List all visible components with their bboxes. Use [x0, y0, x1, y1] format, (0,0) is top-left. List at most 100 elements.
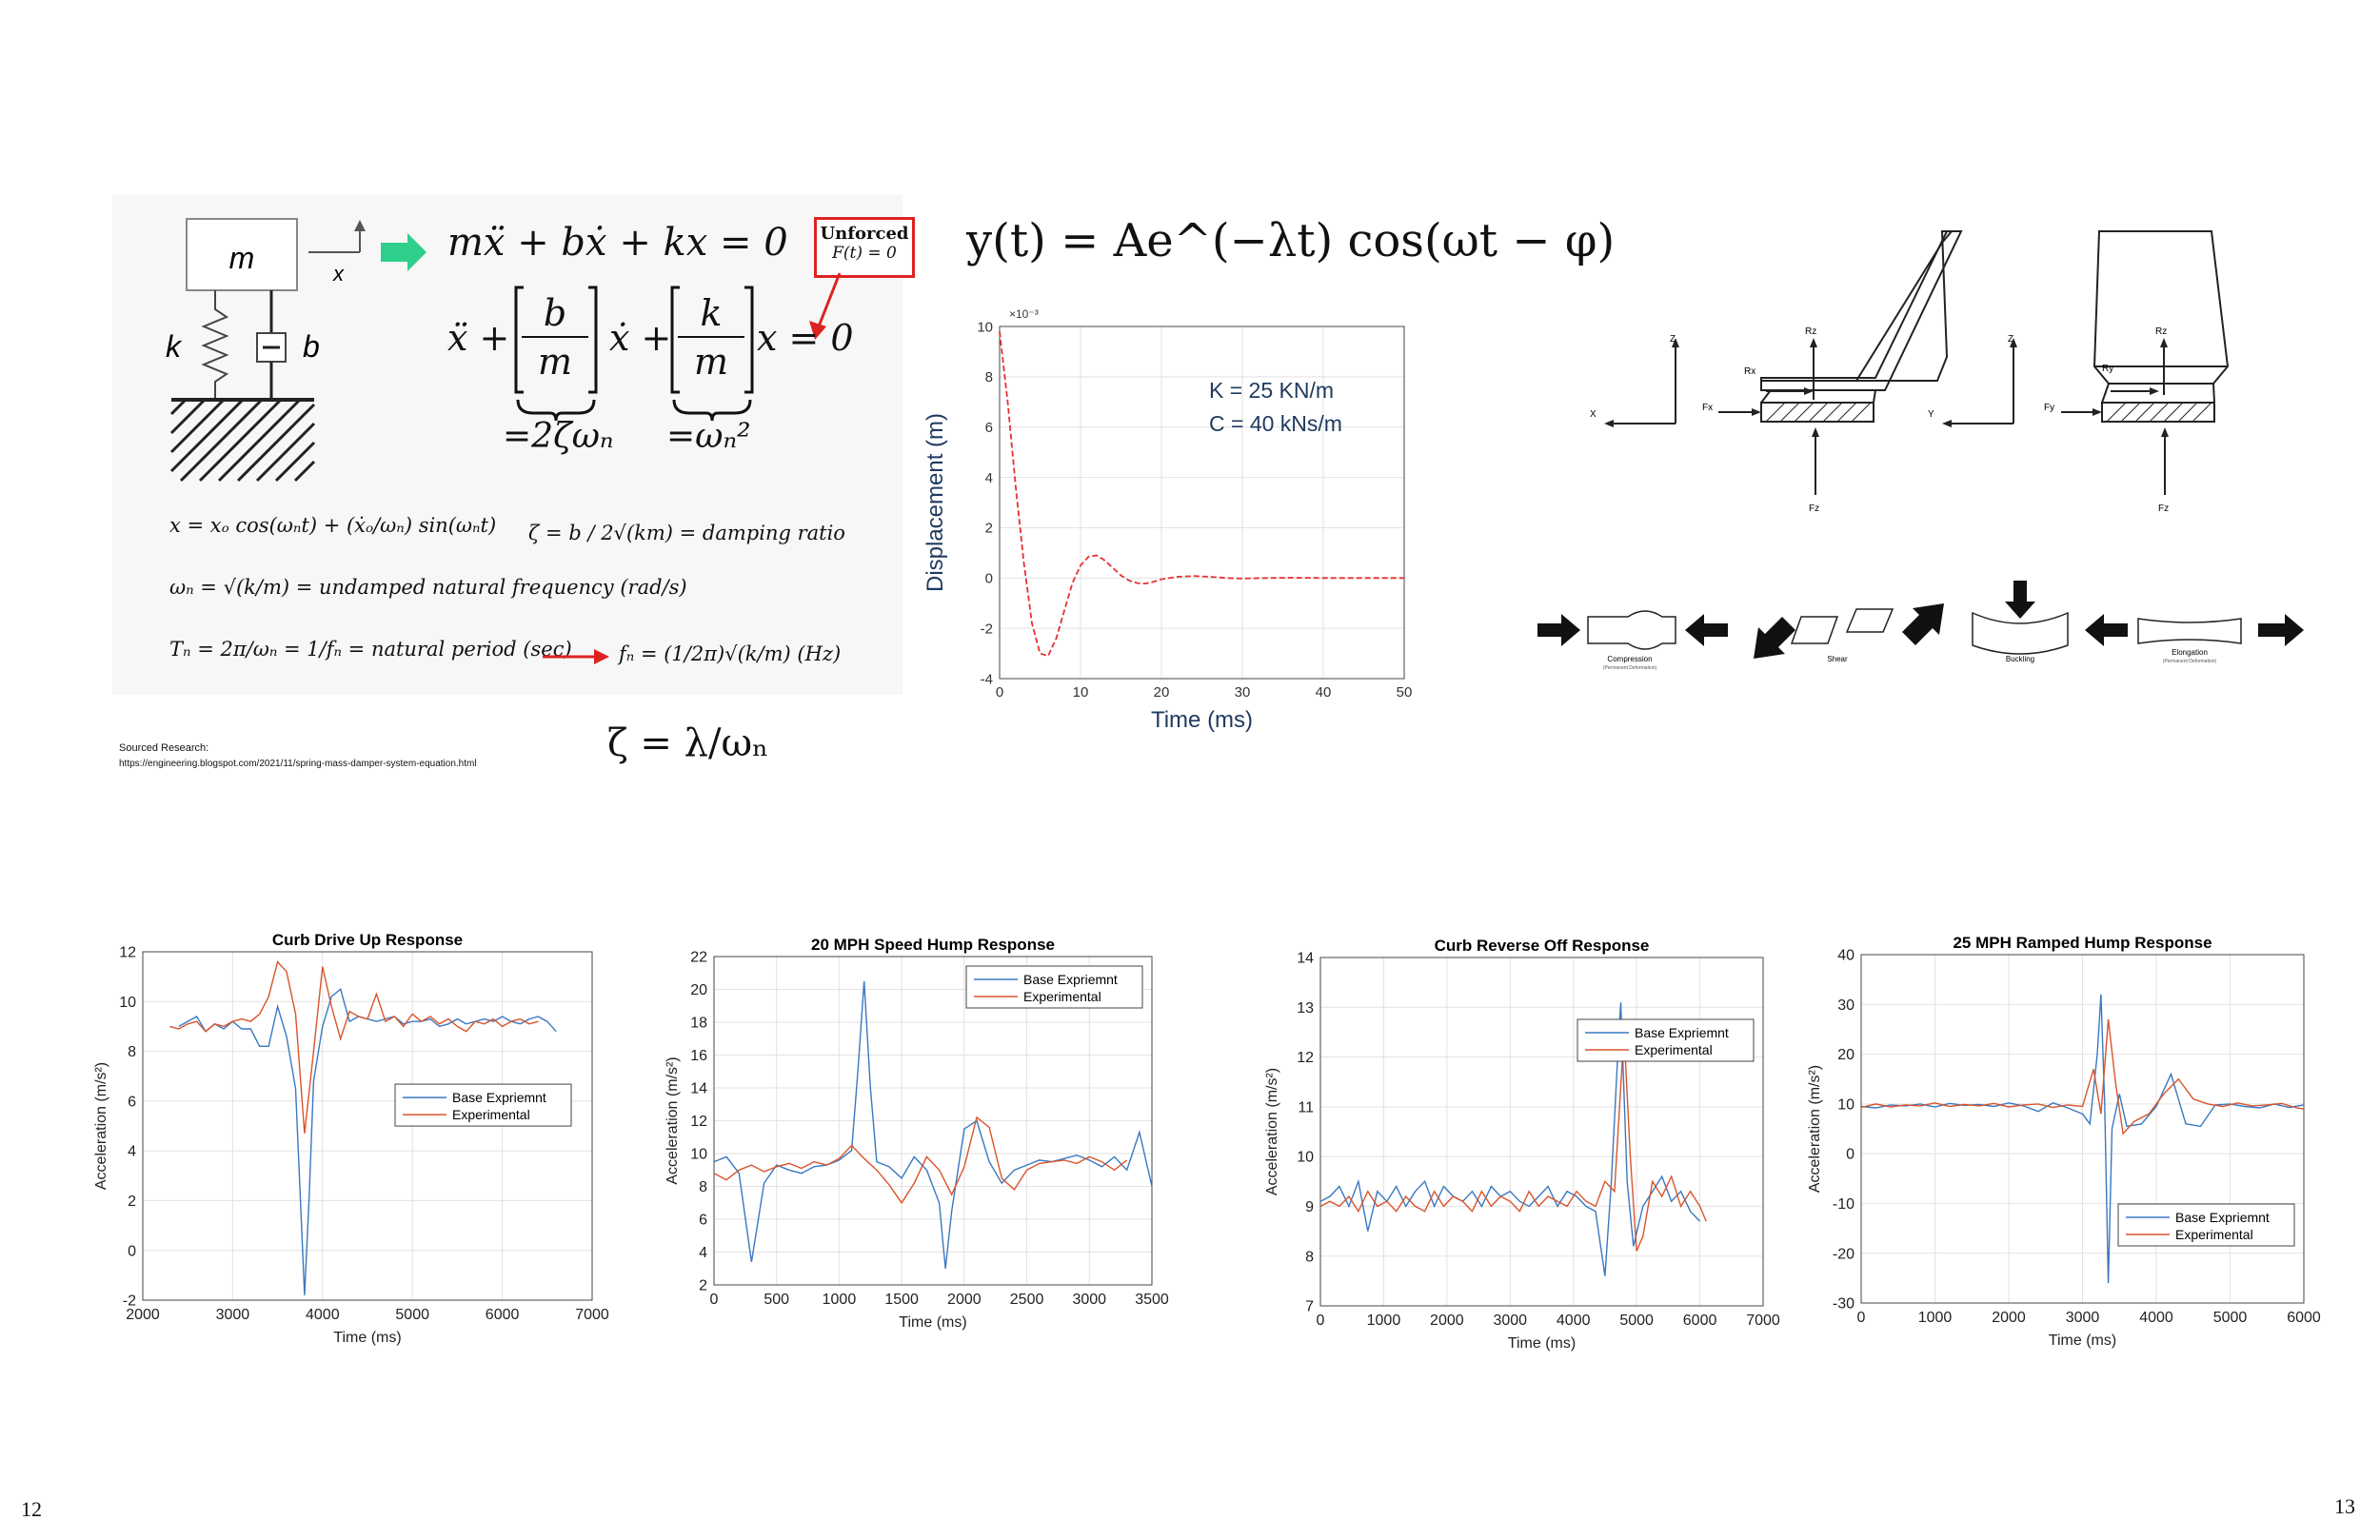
elongation-arrow-right-icon — [2258, 614, 2304, 646]
x-tick-label: 0 — [996, 684, 1003, 701]
seat-base-hatched-2 — [2101, 402, 2215, 423]
compression-sub-label: (Permanent Deformation) — [1603, 665, 1657, 671]
series-line-2 — [1860, 1018, 2305, 1135]
spring-icon — [201, 290, 229, 400]
chart-title: 25 MPH Ramped Hump Response — [1953, 934, 2211, 952]
x-label: x — [332, 262, 345, 286]
x-tick-label: 50 — [1397, 684, 1413, 701]
axis-z-label-2: Z — [2008, 334, 2013, 345]
x-tick-label: 30 — [1235, 684, 1251, 701]
x-tick-label: 3500 — [1135, 1292, 1169, 1308]
y-tick-label: 10 — [977, 319, 993, 335]
y-tick-label: -2 — [981, 621, 993, 637]
unforced-sub: F(t) = 0 — [832, 244, 897, 263]
legend-label-1: Base Expriemnt — [1635, 1025, 1729, 1040]
annotation-1: K = 25 KN/m — [1209, 378, 1334, 403]
x-tick-label: 6000 — [486, 1307, 520, 1323]
x-tick-label: 7000 — [1746, 1313, 1780, 1329]
x-axis-label: Time (ms) — [333, 1330, 401, 1346]
y-tick-label: 10 — [1837, 1096, 1854, 1113]
y-tick-label: 2 — [985, 521, 993, 537]
legend-box — [394, 1083, 572, 1127]
brace-label-1: =2ζωₙ — [503, 417, 614, 456]
fraction-k-num: k — [678, 290, 744, 338]
shear-arrow-down-left-icon — [1754, 617, 1795, 659]
x-tick-label: 1000 — [823, 1292, 857, 1308]
y-tick-label: 14 — [1297, 951, 1314, 967]
y-tick-label: 8 — [1305, 1249, 1314, 1265]
b-label: b — [303, 329, 320, 364]
x-tick-label: 5000 — [395, 1307, 429, 1323]
axis-x-label: X — [1590, 409, 1597, 420]
y-tick-label: 40 — [1837, 948, 1854, 964]
x-tick-label: 3000 — [1072, 1292, 1106, 1308]
sourced-url: https://engineering.blogspot.com/2021/11… — [119, 759, 477, 769]
rx-label: Rx — [1744, 366, 1755, 377]
bracket-2 — [670, 286, 754, 422]
y-tick-label: 2 — [699, 1278, 707, 1294]
x-tick-label: 20 — [1154, 684, 1170, 701]
natural-period-def: Tₙ = 2π/ωₙ = 1/fₙ = natural period (sec) — [169, 638, 572, 661]
fraction-b-num: b — [522, 290, 588, 338]
y-tick-label: 16 — [690, 1048, 707, 1064]
y-tick-label: 22 — [690, 950, 707, 966]
fx-label: Fx — [1702, 403, 1713, 413]
decay-chart: 0 10 20 30 40 50 -4 -2 0 2 4 6 8 10 Time (ms) Displacem… — [922, 307, 1413, 733]
brace-label-2: =ωₙ² — [666, 417, 751, 456]
y-tick-label: 10 — [119, 995, 136, 1011]
y-tick-label: 18 — [690, 1016, 707, 1032]
y-tick-label: 0 — [128, 1243, 136, 1259]
elongation-sub-label: (Permanent Deformation) — [2163, 659, 2217, 664]
series-line-2 — [713, 1116, 1128, 1205]
response-chart-curb-drive-up: 2000 3000 4000 5000 6000 7000 -2 0 2 4 6 8 10 12 Curb … — [93, 931, 609, 1346]
y-tick-label: 12 — [119, 945, 136, 961]
legend-box — [1577, 1018, 1755, 1062]
x-axis-label: Time (ms) — [2049, 1333, 2116, 1349]
y-tick-label: 0 — [1846, 1147, 1854, 1163]
x-tick-label: 3000 — [216, 1307, 250, 1323]
x-tick-label: 1500 — [884, 1292, 919, 1308]
ry-label: Ry — [2102, 364, 2113, 374]
mass-label: m — [229, 241, 255, 275]
y-tick-label: 6 — [128, 1094, 136, 1110]
y-tick-label: 2 — [128, 1194, 136, 1210]
buckling-arrow-down-icon — [2005, 581, 2035, 619]
damping-ratio-def: ζ = b / 2√(km) = damping ratio — [528, 522, 845, 544]
plot-frame — [1319, 957, 1764, 1307]
fz-label-2: Fz — [2158, 503, 2169, 514]
page-number-left: 12 — [21, 1497, 42, 1521]
legend-label-1: Base Expriemnt — [452, 1090, 546, 1105]
fy-label: Fy — [2044, 403, 2054, 413]
y-tick-label: -20 — [1833, 1246, 1854, 1262]
compression-label: Compression — [1607, 655, 1652, 663]
y-tick-label: 20 — [690, 982, 707, 998]
axis-y-label: Y — [1928, 409, 1934, 420]
k-label: k — [166, 329, 183, 364]
x-tick-label: 3000 — [2066, 1310, 2100, 1326]
right-arrow-icon — [381, 233, 426, 271]
x-tick-label: 2000 — [126, 1307, 160, 1323]
x-tick-label: 6000 — [1683, 1313, 1717, 1329]
legend-box — [965, 965, 1143, 1009]
solution-x: x = xₒ cos(ωₙt) + (ẋₒ/ωₙ) sin(ωₙt) — [169, 514, 497, 537]
plot-frame — [142, 951, 593, 1301]
seat-base-hatched — [1760, 402, 1874, 423]
y-tick-label: -4 — [981, 671, 993, 687]
unforced-box: Unforced F(t) = 0 — [814, 217, 915, 278]
equation-main: mẍ + bẋ + kx = 0 — [447, 221, 788, 265]
page-number-right: 13 — [2334, 1494, 2355, 1518]
x-tick-label: 1000 — [1918, 1310, 1953, 1326]
x-tick-label: 2000 — [1992, 1310, 2026, 1326]
y-axis-label: Acceleration (m/s²) — [664, 1056, 681, 1184]
compression-block — [1587, 610, 1676, 650]
y-tick-label: -10 — [1833, 1196, 1854, 1213]
frequency-def: fₙ = (1/2π)√(k/m) (Hz) — [619, 642, 842, 665]
y-tick-label: 11 — [1298, 1099, 1314, 1116]
x-axis-label: Time (ms) — [1508, 1335, 1576, 1352]
plot-area — [1319, 957, 1764, 1307]
chart-title: Curb Reverse Off Response — [1435, 937, 1650, 955]
x-tick-label: 500 — [764, 1292, 789, 1308]
series-line-2 — [169, 960, 539, 1134]
annotation-2: C = 40 kNs/m — [1209, 411, 1342, 436]
x-tick-label: 5000 — [2213, 1310, 2248, 1326]
